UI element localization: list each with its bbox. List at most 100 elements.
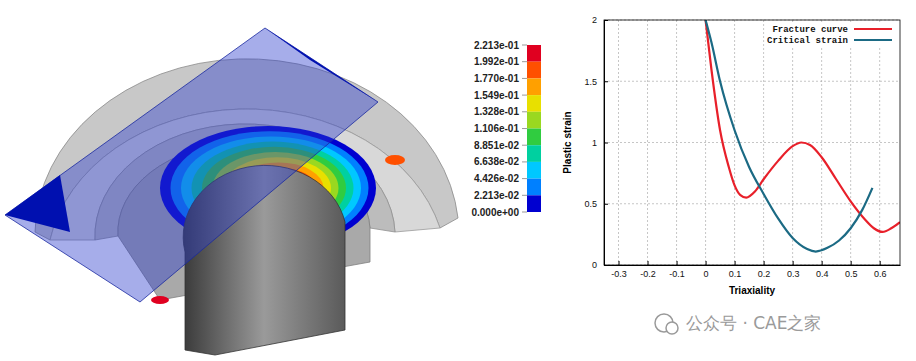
x-axis-line — [605, 265, 901, 266]
colorbar-label: 8.851e-02 — [474, 140, 519, 151]
series-group — [706, 20, 900, 252]
colorbar-label: 0.000e+00 — [471, 207, 519, 218]
y-axis-title: Plastic strain — [562, 111, 573, 173]
colorbar-band — [527, 162, 541, 179]
x-tick: -0.3 — [611, 261, 627, 279]
colorbar-label: 1.992e-01 — [474, 56, 519, 67]
grid-line — [734, 20, 735, 265]
watermark: 公众号 · CAE之家 — [655, 313, 821, 334]
watermark-text: 公众号 · CAE之家 — [686, 313, 821, 333]
colorbar-tick — [522, 195, 527, 196]
legend-swatch — [854, 39, 892, 41]
grid-line — [604, 81, 900, 82]
colorbar-tick — [522, 145, 527, 146]
y-tick-label: 2 — [592, 15, 597, 25]
plot-background — [604, 20, 900, 265]
colorbar-band — [527, 195, 541, 212]
colorbar-tick — [522, 95, 527, 96]
colorbar: 2.213e-01 1.992e-01 1.770e-01 1.549e-01 1.32… — [471, 40, 541, 218]
x-tick-label: 0 — [704, 269, 709, 279]
colorbar-tick — [522, 61, 527, 62]
series-line — [706, 20, 873, 252]
x-tick-label: 0.1 — [729, 269, 742, 279]
y-axis: 0 0.5 1 1.5 2 — [584, 15, 608, 270]
x-tick: -0.2 — [640, 261, 656, 279]
y-tick-mark — [604, 265, 608, 266]
colorbar-tick — [522, 78, 527, 79]
x-axis: -0.3 -0.2 -0.1 0 0.1 0.2 0.3 0.4 0.5 0.6 — [605, 261, 901, 279]
x-tick-label: 0.4 — [816, 269, 829, 279]
x-tick-label: 0.5 — [845, 269, 858, 279]
colorbar-tick — [522, 45, 527, 46]
y-tick: 0.5 — [584, 199, 608, 209]
contour-hotspot — [151, 296, 169, 304]
x-tick-label: 0.3 — [787, 269, 800, 279]
colorbar-label: 2.213e-01 — [474, 40, 519, 51]
section-plane — [5, 28, 378, 302]
fe-model — [5, 28, 458, 355]
x-tick-label: -0.2 — [640, 269, 656, 279]
legend-box — [766, 22, 896, 47]
y-tick-mark — [604, 204, 608, 205]
colorbar-label: 2.213e-02 — [474, 190, 519, 201]
x-tick-mark — [822, 261, 823, 265]
line-chart: -0.3 -0.2 -0.1 0 0.1 0.2 0.3 0.4 0.5 0.6 0 0.5 1 1.5 2… — [562, 15, 901, 296]
colorbar-tick — [522, 161, 527, 162]
x-tick-label: -0.1 — [669, 269, 685, 279]
colorbar-tick — [522, 128, 527, 129]
canvas: 2.213e-01 1.992e-01 1.770e-01 1.549e-01 1.32… — [0, 0, 916, 361]
y-tick-mark — [604, 143, 608, 144]
colorbar-band — [527, 112, 541, 129]
section-plane-edge — [5, 175, 70, 232]
y-tick: 1.5 — [584, 77, 608, 87]
x-tick-mark — [648, 261, 649, 265]
colorbar-label: 1.549e-01 — [474, 90, 519, 101]
colorbar-band — [527, 145, 541, 162]
legend-swatch — [854, 28, 892, 30]
y-tick-mark — [604, 81, 608, 82]
colorbar-label: 1.770e-01 — [474, 73, 519, 84]
colorbar-band — [527, 78, 541, 95]
y-tick-label: 0 — [592, 260, 597, 270]
colorbar-tick — [522, 111, 527, 112]
x-tick: 0.1 — [729, 261, 742, 279]
x-tick-label: -0.3 — [611, 269, 627, 279]
colorbar-label: 6.638e-02 — [474, 156, 519, 167]
legend: Fracture curveCritical strain — [766, 22, 896, 47]
grid-line — [763, 20, 764, 265]
x-tick-mark — [735, 261, 736, 265]
colorbar-label: 1.328e-01 — [474, 106, 519, 117]
legend-label: Critical strain — [767, 36, 848, 46]
contour-hotspot — [385, 155, 405, 165]
colorbar-label: 1.106e-01 — [474, 123, 519, 134]
plot-frame — [604, 20, 900, 265]
colorbar-band — [527, 179, 541, 196]
grid-line — [647, 20, 648, 265]
x-tick-label: 0.2 — [758, 269, 771, 279]
series-line — [706, 20, 900, 232]
grid-line — [604, 142, 900, 143]
colorbar-band — [527, 129, 541, 146]
y-tick: 0 — [592, 260, 608, 270]
y-tick: 1 — [592, 138, 608, 148]
grid — [604, 20, 900, 265]
colorbar-band — [527, 95, 541, 112]
x-tick-label: 0.6 — [874, 269, 887, 279]
grid-line — [618, 20, 619, 265]
x-tick-mark — [764, 261, 765, 265]
colorbar-band — [527, 62, 541, 79]
x-tick: 0.2 — [758, 261, 771, 279]
y-tick: 2 — [592, 15, 608, 25]
x-tick: 0.3 — [787, 261, 800, 279]
y-tick-label: 1 — [592, 138, 597, 148]
colorbar-label: 4.426e-02 — [474, 173, 519, 184]
x-tick: 0.5 — [845, 261, 858, 279]
watermark-icon — [666, 322, 678, 334]
colorbar-band — [527, 45, 541, 62]
x-tick: 0.6 — [874, 261, 887, 279]
x-tick-mark — [619, 261, 620, 265]
x-tick-mark — [851, 261, 852, 265]
x-tick: 0.4 — [816, 261, 829, 279]
grid-line — [604, 203, 900, 204]
x-tick-mark — [706, 261, 707, 265]
